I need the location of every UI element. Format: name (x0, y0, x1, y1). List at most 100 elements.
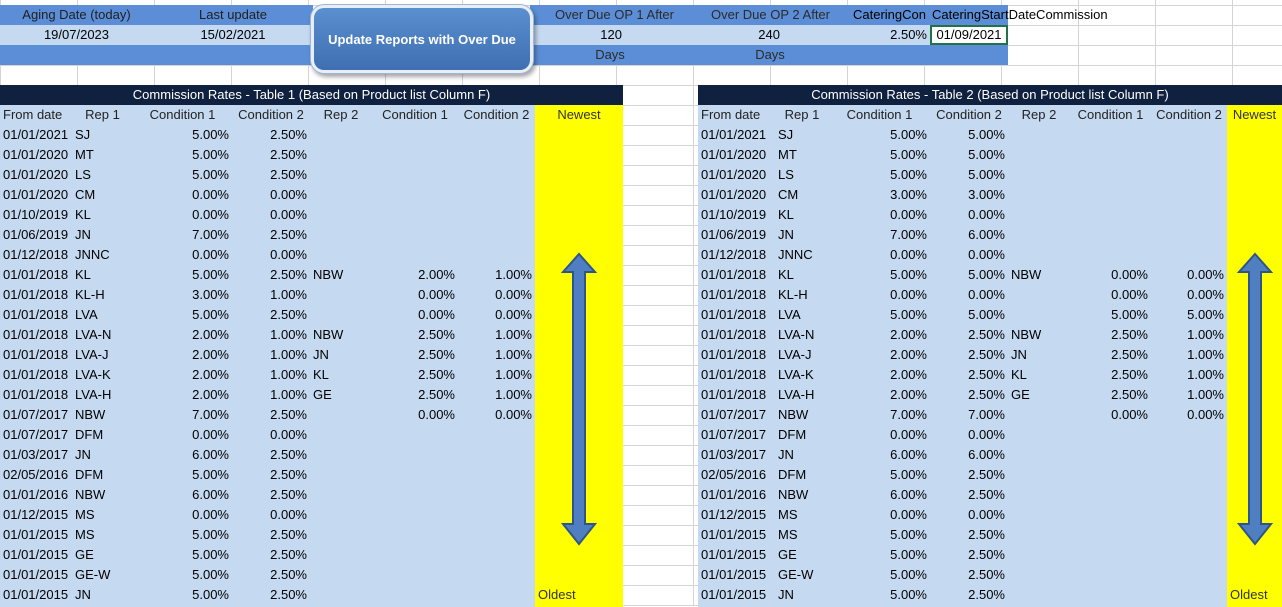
rep1-cell[interactable]: JN (778, 227, 794, 242)
from-date-cell[interactable]: 01/01/2016 (3, 487, 69, 502)
rep2-condition1-cell[interactable]: 0.00% (418, 307, 455, 322)
rep1-condition1-cell[interactable]: 5.00% (890, 467, 927, 482)
rep2-condition2-cell[interactable]: 1.00% (1187, 387, 1224, 402)
rep1-cell[interactable]: KL (75, 267, 91, 282)
rep1-condition1-cell[interactable]: 5.00% (890, 547, 927, 562)
rep1-condition2-cell[interactable]: 0.00% (270, 507, 307, 522)
rep1-condition2-cell[interactable]: 2.50% (270, 147, 307, 162)
rep1-condition1-cell[interactable]: 7.00% (890, 227, 927, 242)
from-date-cell[interactable]: 02/05/2016 (3, 467, 69, 482)
rep1-condition1-cell[interactable]: 0.00% (890, 287, 927, 302)
from-date-cell[interactable]: 01/01/2015 (3, 567, 69, 582)
rep1-condition2-cell[interactable]: 0.00% (968, 507, 1005, 522)
rep1-condition2-cell[interactable]: 1.00% (270, 347, 307, 362)
rep1-condition1-cell[interactable]: 2.00% (890, 347, 927, 362)
rep1-condition2-cell[interactable]: 0.00% (968, 287, 1005, 302)
from-date-cell[interactable]: 01/01/2018 (3, 307, 69, 322)
rep1-cell[interactable]: DFM (778, 427, 807, 442)
rep1-cell[interactable]: DFM (778, 467, 807, 482)
rep1-cell[interactable]: JNNC (778, 247, 813, 262)
from-date-cell[interactable]: 01/01/2018 (3, 327, 69, 342)
from-date-cell[interactable]: 01/01/2015 (701, 547, 767, 562)
rep1-condition2-cell[interactable]: 2.50% (270, 127, 307, 142)
rep1-condition2-cell[interactable]: 2.50% (968, 587, 1005, 602)
rep1-condition2-cell[interactable]: 2.50% (270, 227, 307, 242)
rep1-condition2-cell[interactable]: 5.00% (968, 147, 1005, 162)
from-date-cell[interactable]: 01/01/2020 (3, 187, 69, 202)
from-date-cell[interactable]: 01/06/2019 (701, 227, 767, 242)
rep1-cell[interactable]: DFM (75, 427, 104, 442)
rep1-condition1-cell[interactable]: 5.00% (192, 127, 229, 142)
from-date-cell[interactable]: 01/01/2018 (701, 367, 767, 382)
rep2-cell[interactable]: JN (313, 347, 329, 362)
rep1-cell[interactable]: NBW (75, 487, 106, 502)
rep1-condition1-cell[interactable]: 0.00% (192, 247, 229, 262)
from-date-cell[interactable]: 01/12/2018 (3, 247, 69, 262)
rep1-condition1-cell[interactable]: 5.00% (890, 587, 927, 602)
from-date-cell[interactable]: 01/03/2017 (3, 447, 69, 462)
rep1-cell[interactable]: LVA-J (778, 347, 812, 362)
rep2-condition1-cell[interactable]: 2.50% (1111, 367, 1148, 382)
rep2-condition2-cell[interactable]: 0.00% (495, 307, 532, 322)
rep1-cell[interactable]: NBW (778, 487, 809, 502)
rep1-cell[interactable]: LVA (75, 307, 98, 322)
rep1-cell[interactable]: LVA (778, 307, 801, 322)
rep1-condition2-cell[interactable]: 5.00% (968, 127, 1005, 142)
rep1-condition1-cell[interactable]: 0.00% (192, 427, 229, 442)
rep2-condition2-cell[interactable]: 1.00% (495, 387, 532, 402)
rep2-condition1-cell[interactable]: 5.00% (1111, 307, 1148, 322)
rep1-condition2-cell[interactable]: 1.00% (270, 287, 307, 302)
rep2-cell[interactable]: GE (1011, 387, 1030, 402)
rep1-condition2-cell[interactable]: 2.50% (968, 487, 1005, 502)
rep1-cell[interactable]: MT (778, 147, 797, 162)
from-date-cell[interactable]: 01/01/2015 (3, 587, 69, 602)
rep2-cell[interactable]: KL (313, 367, 329, 382)
from-date-cell[interactable]: 01/01/2015 (701, 527, 767, 542)
rep1-condition2-cell[interactable]: 2.50% (270, 487, 307, 502)
rep1-condition2-cell[interactable]: 2.50% (270, 467, 307, 482)
rep2-condition1-cell[interactable]: 0.00% (1111, 407, 1148, 422)
rep2-condition1-cell[interactable]: 2.50% (1111, 387, 1148, 402)
rep1-cell[interactable]: LS (778, 167, 794, 182)
rep1-condition2-cell[interactable]: 2.50% (270, 587, 307, 602)
rep1-cell[interactable]: LVA-H (75, 387, 112, 402)
rep2-condition1-cell[interactable]: 2.50% (1111, 347, 1148, 362)
rep1-condition1-cell[interactable]: 0.00% (890, 247, 927, 262)
rep1-cell[interactable]: LVA-K (75, 367, 111, 382)
rep1-cell[interactable]: LVA-K (778, 367, 814, 382)
rep1-condition1-cell[interactable]: 5.00% (192, 527, 229, 542)
rep1-condition2-cell[interactable]: 2.50% (968, 467, 1005, 482)
rep2-condition1-cell[interactable]: 2.50% (418, 387, 455, 402)
rep1-condition2-cell[interactable]: 2.50% (270, 307, 307, 322)
rep1-condition2-cell[interactable]: 6.00% (968, 227, 1005, 242)
rep1-cell[interactable]: DFM (75, 467, 104, 482)
rep2-cell[interactable]: GE (313, 387, 332, 402)
overdue-op2-value[interactable]: 240 (758, 27, 780, 42)
rep1-condition2-cell[interactable]: 0.00% (968, 247, 1005, 262)
rep1-condition1-cell[interactable]: 0.00% (192, 507, 229, 522)
from-date-cell[interactable]: 01/07/2017 (701, 427, 767, 442)
rep1-condition1-cell[interactable]: 5.00% (890, 267, 927, 282)
rep1-condition1-cell[interactable]: 7.00% (192, 227, 229, 242)
from-date-cell[interactable]: 01/01/2018 (3, 347, 69, 362)
rep1-condition1-cell[interactable]: 3.00% (192, 287, 229, 302)
rep1-condition1-cell[interactable]: 7.00% (192, 407, 229, 422)
rep1-cell[interactable]: SJ (75, 127, 91, 142)
rep1-condition2-cell[interactable]: 2.50% (270, 167, 307, 182)
rep1-cell[interactable]: LVA-J (75, 347, 109, 362)
rep2-condition1-cell[interactable]: 2.50% (418, 327, 455, 342)
from-date-cell[interactable]: 01/01/2020 (3, 147, 69, 162)
from-date-cell[interactable]: 01/01/2018 (3, 367, 69, 382)
from-date-cell[interactable]: 01/01/2018 (701, 267, 767, 282)
rep2-condition2-cell[interactable]: 1.00% (495, 267, 532, 282)
rep1-condition1-cell[interactable]: 5.00% (890, 567, 927, 582)
rep1-condition2-cell[interactable]: 2.50% (270, 267, 307, 282)
rep1-condition2-cell[interactable]: 2.50% (968, 547, 1005, 562)
rep1-cell[interactable]: LVA-H (778, 387, 815, 402)
rep1-condition1-cell[interactable]: 5.00% (192, 167, 229, 182)
rep2-condition1-cell[interactable]: 0.00% (418, 407, 455, 422)
rep1-condition2-cell[interactable]: 5.00% (968, 267, 1005, 282)
rep2-condition2-cell[interactable]: 1.00% (495, 347, 532, 362)
rep1-condition2-cell[interactable]: 1.00% (270, 327, 307, 342)
rep1-cell[interactable]: JN (778, 447, 794, 462)
